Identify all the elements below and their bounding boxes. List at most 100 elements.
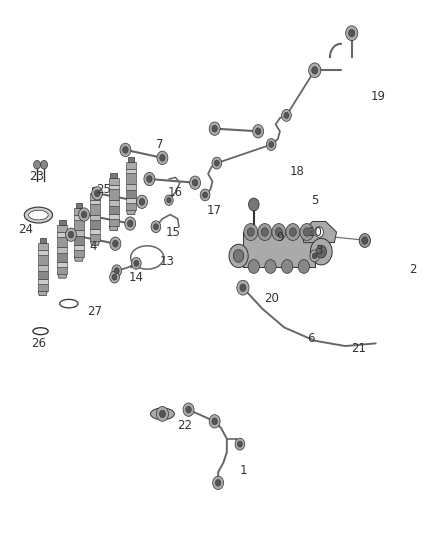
Circle shape xyxy=(209,415,220,428)
Polygon shape xyxy=(74,230,84,236)
Polygon shape xyxy=(90,192,100,199)
Polygon shape xyxy=(92,188,98,192)
Circle shape xyxy=(183,403,194,416)
Circle shape xyxy=(147,176,152,182)
Text: 25: 25 xyxy=(96,183,111,196)
Polygon shape xyxy=(243,232,315,266)
Polygon shape xyxy=(38,271,48,279)
Circle shape xyxy=(114,268,119,274)
Circle shape xyxy=(248,260,259,273)
Ellipse shape xyxy=(150,408,174,419)
Text: 17: 17 xyxy=(207,204,222,217)
Text: 14: 14 xyxy=(129,271,144,284)
Circle shape xyxy=(249,198,259,211)
Circle shape xyxy=(261,228,268,236)
Circle shape xyxy=(157,151,168,165)
Circle shape xyxy=(134,260,139,266)
Circle shape xyxy=(235,438,245,450)
Polygon shape xyxy=(38,291,47,296)
Polygon shape xyxy=(38,279,48,284)
Circle shape xyxy=(237,280,249,295)
Circle shape xyxy=(282,109,291,122)
Text: 20: 20 xyxy=(264,292,279,305)
Circle shape xyxy=(156,407,169,421)
Text: 13: 13 xyxy=(159,255,174,268)
Polygon shape xyxy=(57,247,67,253)
Circle shape xyxy=(192,180,198,186)
Polygon shape xyxy=(109,226,118,230)
Circle shape xyxy=(95,190,100,197)
Circle shape xyxy=(286,223,300,240)
Polygon shape xyxy=(74,208,84,215)
Text: 1: 1 xyxy=(239,464,247,477)
Circle shape xyxy=(68,231,74,238)
Polygon shape xyxy=(109,177,119,184)
Circle shape xyxy=(237,441,242,447)
Circle shape xyxy=(131,257,141,269)
Circle shape xyxy=(212,157,222,169)
Text: 2: 2 xyxy=(409,263,417,276)
Polygon shape xyxy=(59,220,66,225)
Polygon shape xyxy=(109,219,119,226)
Circle shape xyxy=(290,228,297,236)
Circle shape xyxy=(137,195,148,208)
Polygon shape xyxy=(109,184,119,189)
Circle shape xyxy=(316,245,326,258)
Circle shape xyxy=(81,211,87,218)
Circle shape xyxy=(362,237,368,244)
Circle shape xyxy=(304,228,311,236)
Text: 23: 23 xyxy=(29,170,44,183)
Circle shape xyxy=(212,476,224,489)
Circle shape xyxy=(315,227,323,237)
Circle shape xyxy=(153,224,158,230)
Polygon shape xyxy=(126,203,136,210)
Circle shape xyxy=(78,208,89,221)
Text: 26: 26 xyxy=(31,337,46,350)
Circle shape xyxy=(312,253,317,259)
Circle shape xyxy=(200,189,210,201)
Circle shape xyxy=(265,260,276,273)
Ellipse shape xyxy=(28,211,48,220)
Text: 22: 22 xyxy=(177,419,192,432)
Polygon shape xyxy=(90,215,100,220)
Circle shape xyxy=(66,228,77,241)
Polygon shape xyxy=(74,245,84,249)
Circle shape xyxy=(167,198,171,203)
Text: 4: 4 xyxy=(89,240,96,253)
Circle shape xyxy=(311,238,332,265)
Polygon shape xyxy=(90,233,100,241)
Text: 5: 5 xyxy=(311,193,318,207)
Polygon shape xyxy=(302,221,336,243)
Polygon shape xyxy=(109,200,119,206)
Text: 24: 24 xyxy=(18,223,33,236)
Text: 27: 27 xyxy=(88,305,102,318)
Circle shape xyxy=(127,220,133,227)
Circle shape xyxy=(298,260,310,273)
Circle shape xyxy=(229,244,248,268)
Circle shape xyxy=(113,240,118,247)
Circle shape xyxy=(276,228,283,236)
Circle shape xyxy=(300,223,314,240)
Text: 10: 10 xyxy=(307,225,322,239)
Text: 9: 9 xyxy=(276,231,284,244)
Polygon shape xyxy=(109,214,119,219)
Polygon shape xyxy=(74,249,84,256)
Polygon shape xyxy=(74,215,84,220)
Polygon shape xyxy=(57,262,67,266)
Circle shape xyxy=(165,195,173,205)
Circle shape xyxy=(151,221,161,233)
Polygon shape xyxy=(90,229,100,233)
Polygon shape xyxy=(74,220,84,230)
Polygon shape xyxy=(57,237,67,247)
Circle shape xyxy=(310,250,320,262)
Circle shape xyxy=(120,143,131,157)
Polygon shape xyxy=(38,265,48,271)
Circle shape xyxy=(233,249,244,262)
Circle shape xyxy=(255,128,261,135)
Circle shape xyxy=(214,160,219,166)
Circle shape xyxy=(215,480,221,486)
Circle shape xyxy=(282,260,293,273)
Polygon shape xyxy=(109,189,119,200)
Circle shape xyxy=(34,160,41,169)
Circle shape xyxy=(209,122,220,135)
